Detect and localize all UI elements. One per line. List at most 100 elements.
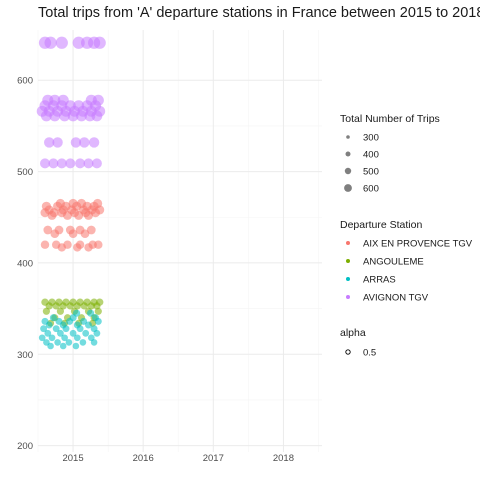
color-legend-label: AIX EN PROVENCE TGV [363, 239, 473, 250]
point-angouleme [45, 302, 53, 310]
size-legend-key [346, 135, 350, 139]
color-legend-title: Departure Station [340, 219, 422, 231]
point-arras [93, 329, 101, 337]
color-legend-items: AIX EN PROVENCE TGV ANGOULEME ARRAS AVIGNON… [346, 239, 473, 304]
point-arras [40, 325, 48, 333]
x-tick-label: 2017 [203, 453, 224, 464]
point-avignon-tgv [67, 110, 79, 122]
alpha-legend-key [345, 349, 351, 355]
point-avignon-tgv [40, 158, 50, 169]
alpha-legend-title: alpha [340, 327, 366, 339]
point-avignon-tgv [83, 158, 94, 169]
size-legend-label: 600 [363, 184, 379, 195]
point-angouleme [42, 307, 51, 315]
point-aix-en-provence-tgv [86, 225, 96, 235]
point-arras [69, 329, 77, 337]
y-tick-label: 500 [17, 167, 33, 178]
color-legend-key [346, 259, 350, 263]
point-aix-en-provence-tgv [94, 240, 103, 249]
point-avignon-tgv [40, 110, 52, 122]
point-avignon-tgv [70, 137, 82, 148]
point-arras [59, 342, 67, 350]
point-avignon-tgv [44, 36, 57, 49]
size-legend-key [345, 151, 351, 157]
point-arras [76, 325, 84, 333]
plot-panel: 2015 2016 2017 2018 200 300 400 500 600 [17, 30, 322, 464]
point-avignon-tgv [91, 158, 102, 169]
point-aix-en-provence-tgv [73, 243, 82, 252]
point-aix-en-provence-tgv [40, 208, 50, 218]
point-arras [54, 339, 61, 346]
point-arras [49, 314, 57, 322]
point-arras [62, 325, 70, 333]
x-tick-label: 2018 [273, 453, 294, 464]
point-arras [61, 334, 68, 342]
chart-title: Total trips from 'A' departure stations … [38, 5, 480, 21]
point-angouleme [80, 302, 88, 310]
point-avignon-tgv [93, 36, 106, 49]
size-legend-key [344, 184, 352, 192]
point-arras [66, 317, 74, 325]
point-aix-en-provence-tgv [74, 210, 84, 220]
size-legend-label: 300 [363, 133, 379, 144]
point-angouleme [52, 302, 60, 310]
point-arras [52, 325, 60, 333]
grid-lines [37, 30, 322, 452]
y-tick-label: 200 [17, 441, 33, 452]
color-legend-label: ANGOULEME [363, 257, 424, 268]
color-legend-label: ARRAS [363, 275, 396, 286]
point-arras [47, 342, 54, 350]
x-tick-label: 2015 [62, 453, 83, 464]
point-arras [57, 329, 64, 337]
point-aix-en-provence-tgv [80, 229, 90, 239]
point-avignon-tgv [79, 137, 90, 148]
point-aix-en-provence-tgv [68, 229, 78, 239]
point-arras [45, 321, 53, 329]
point-angouleme [59, 302, 67, 310]
point-arras [87, 309, 95, 317]
point-angouleme [93, 302, 101, 310]
point-arras [82, 329, 90, 337]
color-legend-key [346, 241, 350, 245]
alpha-legend-label: 0.5 [363, 348, 376, 359]
data-points [36, 36, 106, 350]
point-angouleme [87, 302, 95, 310]
point-avignon-tgv [91, 110, 103, 122]
size-legend-title: Total Number of Trips [340, 113, 440, 125]
point-avignon-tgv [44, 137, 55, 148]
point-arras [44, 329, 52, 337]
point-angouleme [94, 307, 102, 315]
y-axis-ticks: 200 300 400 500 600 [17, 76, 33, 452]
point-avignon-tgv [56, 158, 67, 169]
y-tick-label: 600 [17, 76, 33, 87]
point-avignon-tgv [88, 137, 100, 148]
x-tick-label: 2016 [133, 453, 154, 464]
point-arras [65, 339, 73, 346]
size-legend-label: 400 [363, 150, 379, 161]
point-avignon-tgv [49, 110, 61, 122]
y-tick-label: 300 [17, 350, 33, 361]
point-avignon-tgv [72, 36, 85, 49]
y-tick-label: 400 [17, 258, 33, 269]
point-arras [72, 342, 80, 350]
size-legend-items: 300 400 500 600 [344, 133, 379, 195]
size-legend-label: 500 [363, 167, 379, 178]
size-legend-key [344, 167, 352, 175]
point-arras [94, 317, 102, 325]
point-avignon-tgv [59, 110, 71, 122]
point-aix-en-provence-tgv [40, 240, 50, 249]
point-arras [85, 321, 92, 329]
color-legend-key [346, 277, 350, 281]
point-avignon-tgv [65, 158, 76, 169]
legend: Total Number of Trips 300 400 500 600 Depar… [340, 113, 473, 359]
point-avignon-tgv [75, 158, 86, 169]
point-arras [80, 317, 88, 325]
point-aix-en-provence-tgv [50, 229, 60, 239]
point-avignon-tgv [48, 158, 59, 169]
color-legend-key [346, 295, 350, 299]
point-arras [38, 334, 46, 342]
alpha-legend-items: 0.5 [345, 348, 376, 359]
point-aix-en-provence-tgv [47, 210, 57, 220]
x-axis-ticks: 2015 2016 2017 2018 [62, 453, 294, 464]
